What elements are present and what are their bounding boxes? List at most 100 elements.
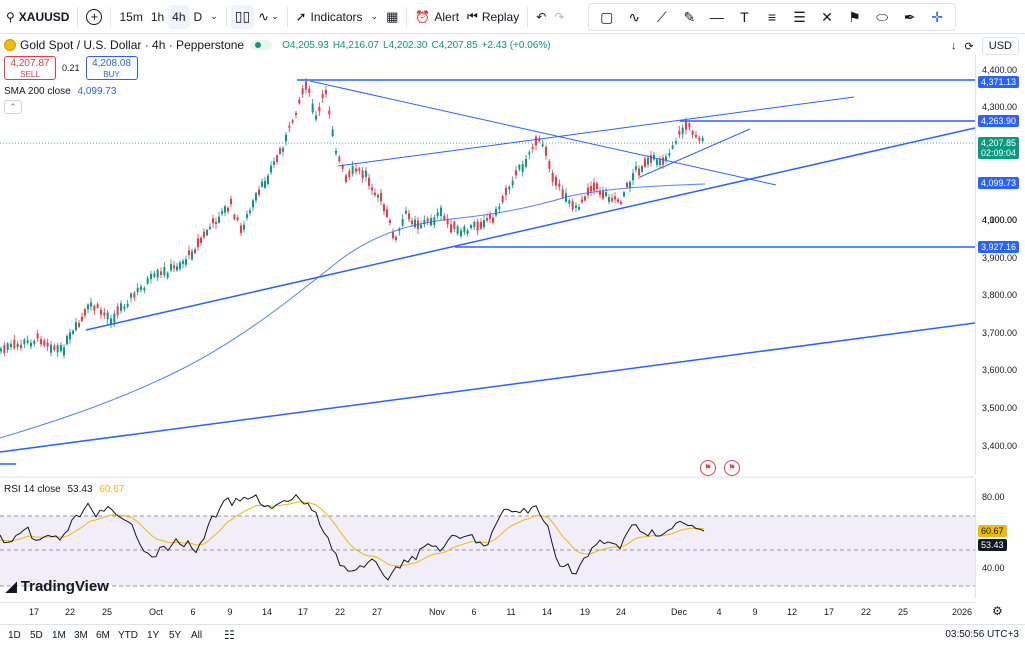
candle-body bbox=[194, 249, 196, 253]
last-price-value: 4,207.85 bbox=[981, 138, 1017, 148]
sell-button[interactable]: 4,207.87 SELL bbox=[4, 56, 56, 80]
sma-legend[interactable]: SMA 200 close 4,099.73 bbox=[4, 86, 116, 97]
time-tick: 17 bbox=[297, 607, 309, 617]
indicators-button[interactable]: ➚ Indicators ⌄ bbox=[292, 5, 382, 29]
interval-1h[interactable]: 1h bbox=[150, 9, 165, 24]
candle-body bbox=[120, 303, 122, 311]
time-tick: Oct bbox=[148, 607, 164, 617]
candle-body bbox=[87, 304, 89, 310]
text-tool-icon[interactable]: T bbox=[740, 9, 749, 25]
undo-button[interactable]: ↶ bbox=[532, 5, 550, 29]
brush-tool-icon[interactable]: ✒ bbox=[903, 8, 916, 25]
time-tick: Dec bbox=[670, 607, 688, 617]
rectangle-tool-icon[interactable]: ▢ bbox=[600, 8, 614, 25]
candle-body bbox=[443, 215, 446, 220]
candle-body bbox=[498, 206, 501, 210]
time-axis[interactable]: 17 22 25 Oct 6 9 14 17 22 27 Nov 6 11 14 19 24 Dec 4 9 12 17… bbox=[0, 602, 975, 622]
range-6m[interactable]: 6M bbox=[96, 630, 110, 641]
rsi-axis[interactable]: 80.00 40.00 60.67 53.43 bbox=[975, 478, 1025, 598]
flag-tool-icon[interactable]: ⚑ bbox=[848, 8, 861, 25]
candle-body bbox=[647, 157, 649, 165]
candle-body bbox=[191, 251, 193, 260]
us-flag-event-icon[interactable]: ⚑ bbox=[700, 460, 716, 476]
candle-body bbox=[100, 309, 102, 315]
chart-style-button[interactable]: ∿ ⌄ bbox=[254, 5, 282, 29]
templates-button[interactable]: ▦ bbox=[382, 5, 402, 29]
crosshair-tool-icon[interactable]: ✛ bbox=[931, 8, 943, 25]
clock[interactable]: 03:50:56 UTC+3 bbox=[945, 629, 1019, 640]
chart-type-button[interactable]: ▯▯ bbox=[230, 4, 255, 29]
candle-body bbox=[450, 224, 452, 233]
compare-button[interactable]: + bbox=[82, 5, 106, 29]
fib-tool-icon[interactable]: ≡ bbox=[767, 9, 777, 25]
alert-button[interactable]: ⏰ Alert bbox=[411, 5, 463, 29]
candle-body bbox=[535, 136, 537, 146]
sell-price: 4,207.87 bbox=[10, 58, 50, 69]
interval-d[interactable]: D bbox=[193, 9, 203, 24]
gear-icon[interactable]: ⚙ bbox=[992, 604, 1003, 618]
pencil-tool-icon[interactable]: ✎ bbox=[683, 8, 696, 25]
trendline-tool-icon[interactable]: ⟋ bbox=[656, 8, 667, 25]
candle-body bbox=[492, 217, 494, 223]
candle-body bbox=[75, 322, 77, 331]
candle-body bbox=[611, 198, 613, 202]
price-tick: 4,400.00 bbox=[982, 65, 1018, 75]
range-1d[interactable]: 1D bbox=[8, 630, 21, 641]
refresh-icon[interactable]: ⟳ bbox=[964, 40, 974, 53]
horizontal-line-tool-icon[interactable]: — bbox=[709, 9, 724, 25]
interval-dropdown[interactable]: ⌄ bbox=[206, 5, 222, 29]
arrow-down-icon[interactable]: ↓ bbox=[951, 40, 957, 52]
buy-button[interactable]: 4,208.08 BUY bbox=[85, 56, 138, 80]
interval-4h[interactable]: 4h bbox=[168, 4, 190, 29]
candle-body bbox=[392, 232, 394, 239]
candle-body bbox=[632, 173, 634, 181]
candle-body bbox=[641, 166, 643, 172]
collapse-legend-button[interactable]: ⌃ bbox=[4, 100, 22, 114]
candle-body bbox=[345, 175, 347, 183]
us-flag-event-icon[interactable]: ⚑ bbox=[724, 460, 740, 476]
candle-body bbox=[656, 159, 658, 165]
range-5d[interactable]: 5D bbox=[30, 630, 43, 641]
replay-button[interactable]: ⏮ Replay bbox=[463, 5, 523, 29]
candle-body bbox=[355, 168, 357, 172]
ellipse-tool-icon[interactable]: ⬭ bbox=[876, 8, 889, 25]
chart-title[interactable]: Gold Spot / U.S. Dollar · 4h · Peppersto… bbox=[20, 38, 245, 52]
price-chart[interactable] bbox=[0, 0, 975, 600]
candle-body bbox=[258, 189, 260, 195]
candle-body bbox=[218, 216, 220, 223]
time-tick: 24 bbox=[615, 607, 627, 617]
path-tool-icon[interactable]: ∿ bbox=[628, 8, 641, 25]
candle-body bbox=[246, 214, 248, 218]
interval-15m[interactable]: 15m bbox=[119, 9, 143, 24]
candle-body bbox=[252, 200, 254, 208]
lower-channel-trendline bbox=[85, 127, 975, 331]
tradingview-logo[interactable]: ◢ TradingView bbox=[6, 578, 109, 595]
candle-body bbox=[681, 127, 684, 135]
range-all[interactable]: All bbox=[191, 630, 203, 641]
candle-body bbox=[46, 342, 49, 347]
date-range-icon[interactable]: ☷ bbox=[224, 628, 235, 642]
range-ytd[interactable]: YTD bbox=[118, 630, 138, 641]
symbol-search[interactable]: ⚲ XAUUSD bbox=[0, 5, 73, 29]
candle-body bbox=[476, 221, 479, 231]
candle-body bbox=[40, 339, 42, 345]
range-5y[interactable]: 5Y bbox=[169, 630, 182, 641]
candle-body bbox=[298, 99, 301, 104]
indicators-label: Indicators bbox=[310, 9, 363, 24]
position-tool-icon[interactable]: ☰ bbox=[793, 8, 806, 25]
candle-body bbox=[466, 230, 469, 234]
range-1y[interactable]: 1Y bbox=[147, 630, 160, 641]
candle-body bbox=[72, 330, 74, 334]
candle-body bbox=[308, 88, 311, 93]
redo-button[interactable]: ↷ bbox=[550, 5, 568, 29]
candle-body bbox=[140, 286, 142, 290]
candle-body bbox=[50, 344, 52, 353]
candle-body bbox=[408, 213, 410, 220]
gold-coin-icon bbox=[4, 39, 16, 51]
price-axis[interactable]: 4,400.00 4,300.00 4,100.00 4,100.00 4,00… bbox=[975, 55, 1025, 475]
range-1m[interactable]: 1M bbox=[52, 630, 66, 641]
pattern-tool-icon[interactable]: ✕ bbox=[821, 8, 833, 25]
range-3m[interactable]: 3M bbox=[74, 630, 88, 641]
currency-select[interactable]: USD bbox=[981, 37, 1019, 55]
rsi-legend[interactable]: RSI 14 close 53.43 60.67 bbox=[4, 484, 124, 495]
